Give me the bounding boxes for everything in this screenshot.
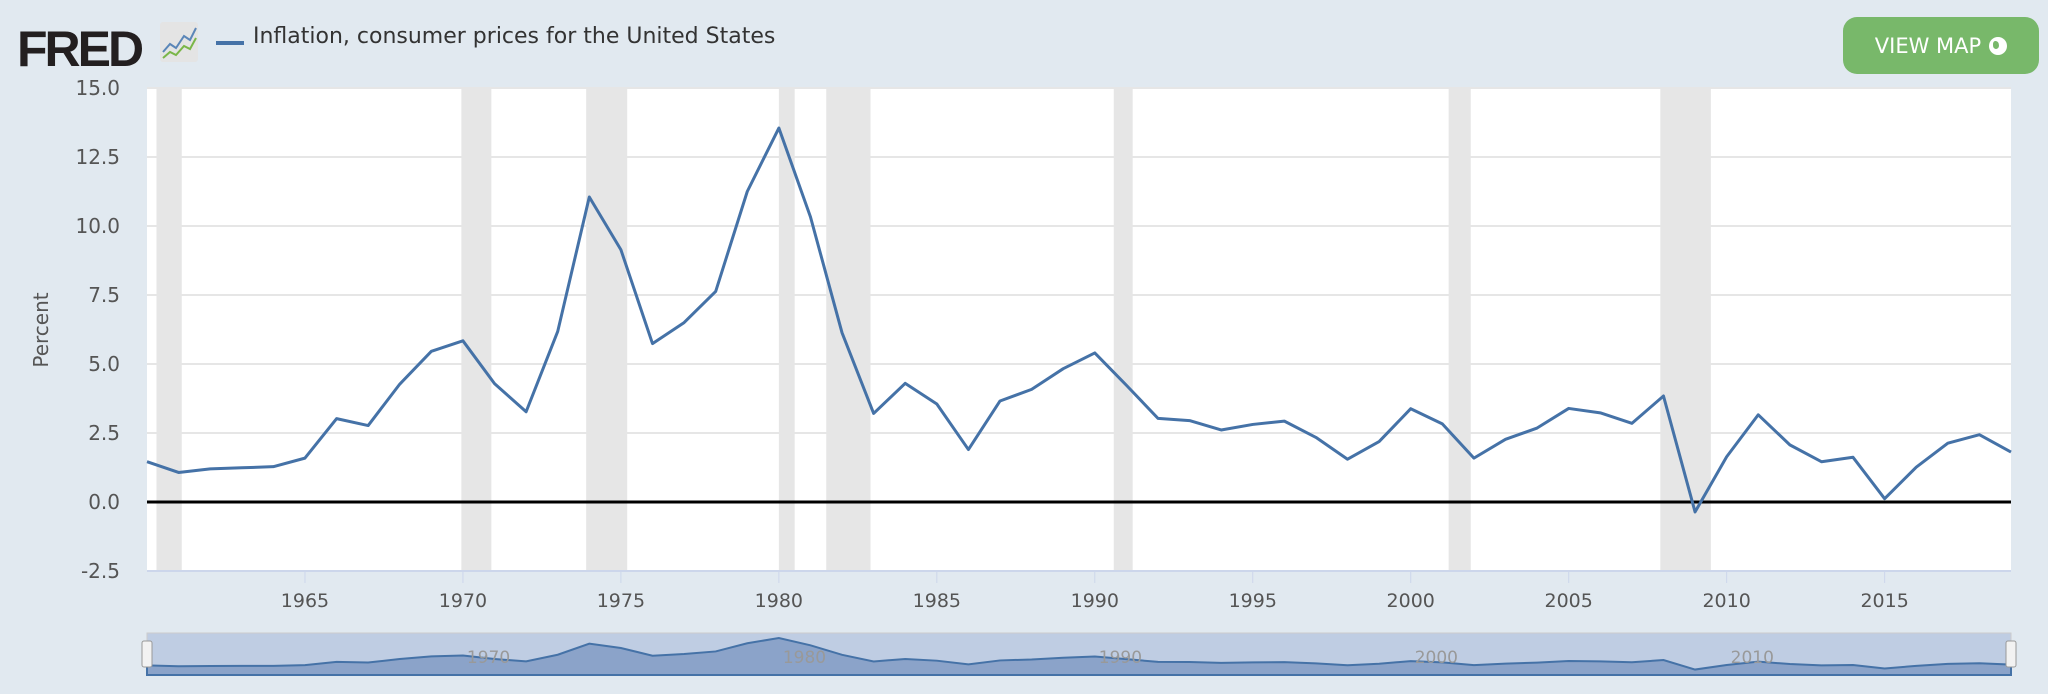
recession-band <box>1113 88 1133 571</box>
x-tick-label: 2005 <box>1545 590 1593 612</box>
chart-logo-icon <box>160 22 198 62</box>
legend-line-icon <box>216 41 244 45</box>
x-tick-label: 1970 <box>439 590 487 612</box>
navigator-label: 1980 <box>783 648 826 668</box>
x-tick-label: 1975 <box>597 590 645 612</box>
y-tick-label: 5.0 <box>88 352 120 376</box>
navigator-label: 2010 <box>1731 648 1774 668</box>
navigator-handle-right[interactable] <box>2005 640 2017 668</box>
x-tick-label: 2010 <box>1702 590 1750 612</box>
navigator-label: 1990 <box>1099 648 1142 668</box>
y-tick-label: 7.5 <box>88 283 120 307</box>
navigator-handle-left[interactable] <box>141 640 153 668</box>
x-tick-label: 2015 <box>1860 590 1908 612</box>
recession-band <box>461 88 492 571</box>
navigator-label: 2000 <box>1415 648 1458 668</box>
view-map-button[interactable]: VIEW MAP <box>1843 17 2039 74</box>
view-map-label: VIEW MAP <box>1874 33 1982 58</box>
globe-icon <box>1989 36 2008 55</box>
legend-label[interactable]: Inflation, consumer prices for the Unite… <box>253 24 776 49</box>
x-tick-label: 1980 <box>755 590 803 612</box>
x-tick-label: 1965 <box>281 590 329 612</box>
series-line <box>146 126 2012 514</box>
x-tick-label: 1985 <box>913 590 961 612</box>
navigator-series <box>146 637 2012 676</box>
y-tick-label: 12.5 <box>75 145 120 169</box>
recession-band <box>586 88 628 571</box>
x-tick-label: 1990 <box>1071 590 1119 612</box>
y-tick-label: 2.5 <box>88 421 120 445</box>
recession-band <box>826 88 871 571</box>
recession-band <box>778 88 795 571</box>
x-tick-label: 1995 <box>1229 590 1277 612</box>
x-tick-label: 2000 <box>1387 590 1435 612</box>
y-tick-label: 15.0 <box>75 76 120 100</box>
plot-area <box>147 88 2011 571</box>
recession-band <box>1448 88 1471 571</box>
recession-band <box>1660 88 1711 571</box>
y-tick-label: -2.5 <box>81 559 120 583</box>
fred-logo[interactable]: FRED <box>17 21 144 77</box>
y-tick-label: 0.0 <box>88 490 120 514</box>
y-tick-label: 10.0 <box>75 214 120 238</box>
recession-band <box>156 88 182 571</box>
navigator-label: 1970 <box>467 648 510 668</box>
